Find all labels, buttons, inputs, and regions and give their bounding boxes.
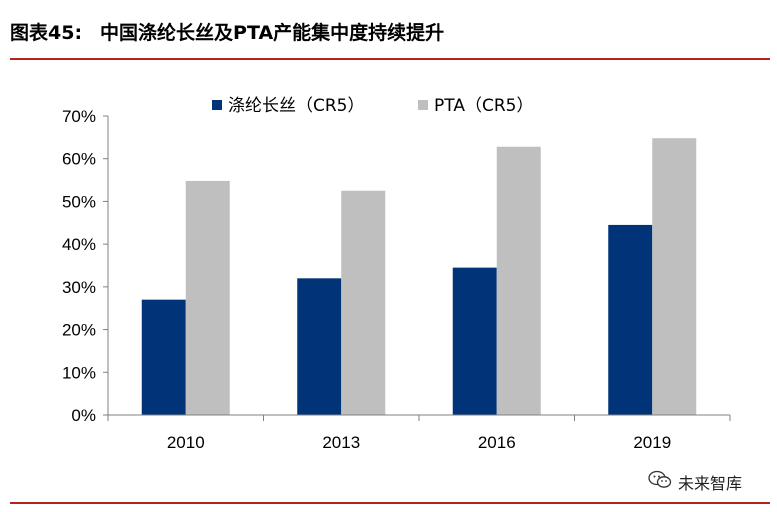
bar-series2-2013 bbox=[341, 190, 386, 415]
x-tick-label: 2010 bbox=[167, 433, 205, 452]
bars bbox=[141, 138, 697, 416]
y-tick-label: 70% bbox=[62, 107, 96, 126]
bar-series1-2010 bbox=[141, 299, 186, 415]
figure-title-text: 中国涤纶长丝及PTA产能集中度持续提升 bbox=[100, 22, 445, 44]
bottom-divider bbox=[10, 502, 770, 504]
title-divider bbox=[10, 58, 770, 60]
y-tick-label: 0% bbox=[71, 406, 96, 425]
figure-number: 图表45: bbox=[10, 22, 83, 44]
watermark: 未来智库 bbox=[648, 470, 742, 494]
x-tick-label: 2013 bbox=[322, 433, 360, 452]
y-tick-label: 10% bbox=[62, 363, 96, 382]
wechat-icon bbox=[648, 470, 672, 494]
y-axis: 0% 10% 20% 30% 40% 50% 60% 70% bbox=[62, 107, 109, 425]
legend-swatch bbox=[418, 100, 428, 110]
bar-series1-2019 bbox=[608, 224, 653, 415]
bar-series2-2010 bbox=[185, 180, 230, 415]
chart-legend: 涤纶长丝（CR5） PTA（CR5） bbox=[212, 96, 533, 116]
legend-label: PTA（CR5） bbox=[434, 96, 533, 116]
bar-series1-2016 bbox=[452, 267, 497, 415]
x-tick-label: 2016 bbox=[478, 433, 516, 452]
bar-series2-2019 bbox=[652, 138, 697, 415]
y-tick-label: 20% bbox=[62, 321, 96, 340]
y-tick-label: 50% bbox=[62, 192, 96, 211]
y-tick-label: 40% bbox=[62, 235, 96, 254]
bar-series1-2013 bbox=[297, 278, 342, 415]
legend-swatch bbox=[212, 100, 222, 110]
y-tick-label: 60% bbox=[62, 150, 96, 169]
watermark-text: 未来智库 bbox=[678, 474, 743, 493]
x-axis: 2010 2013 2016 2019 bbox=[107, 414, 731, 452]
bar-series2-2016 bbox=[496, 146, 541, 416]
figure-title: 图表45: 中国涤纶长丝及PTA产能集中度持续提升 bbox=[10, 18, 444, 45]
x-tick-label: 2019 bbox=[633, 433, 671, 452]
legend-label: 涤纶长丝（CR5） bbox=[228, 96, 365, 116]
y-tick-label: 30% bbox=[62, 278, 96, 297]
